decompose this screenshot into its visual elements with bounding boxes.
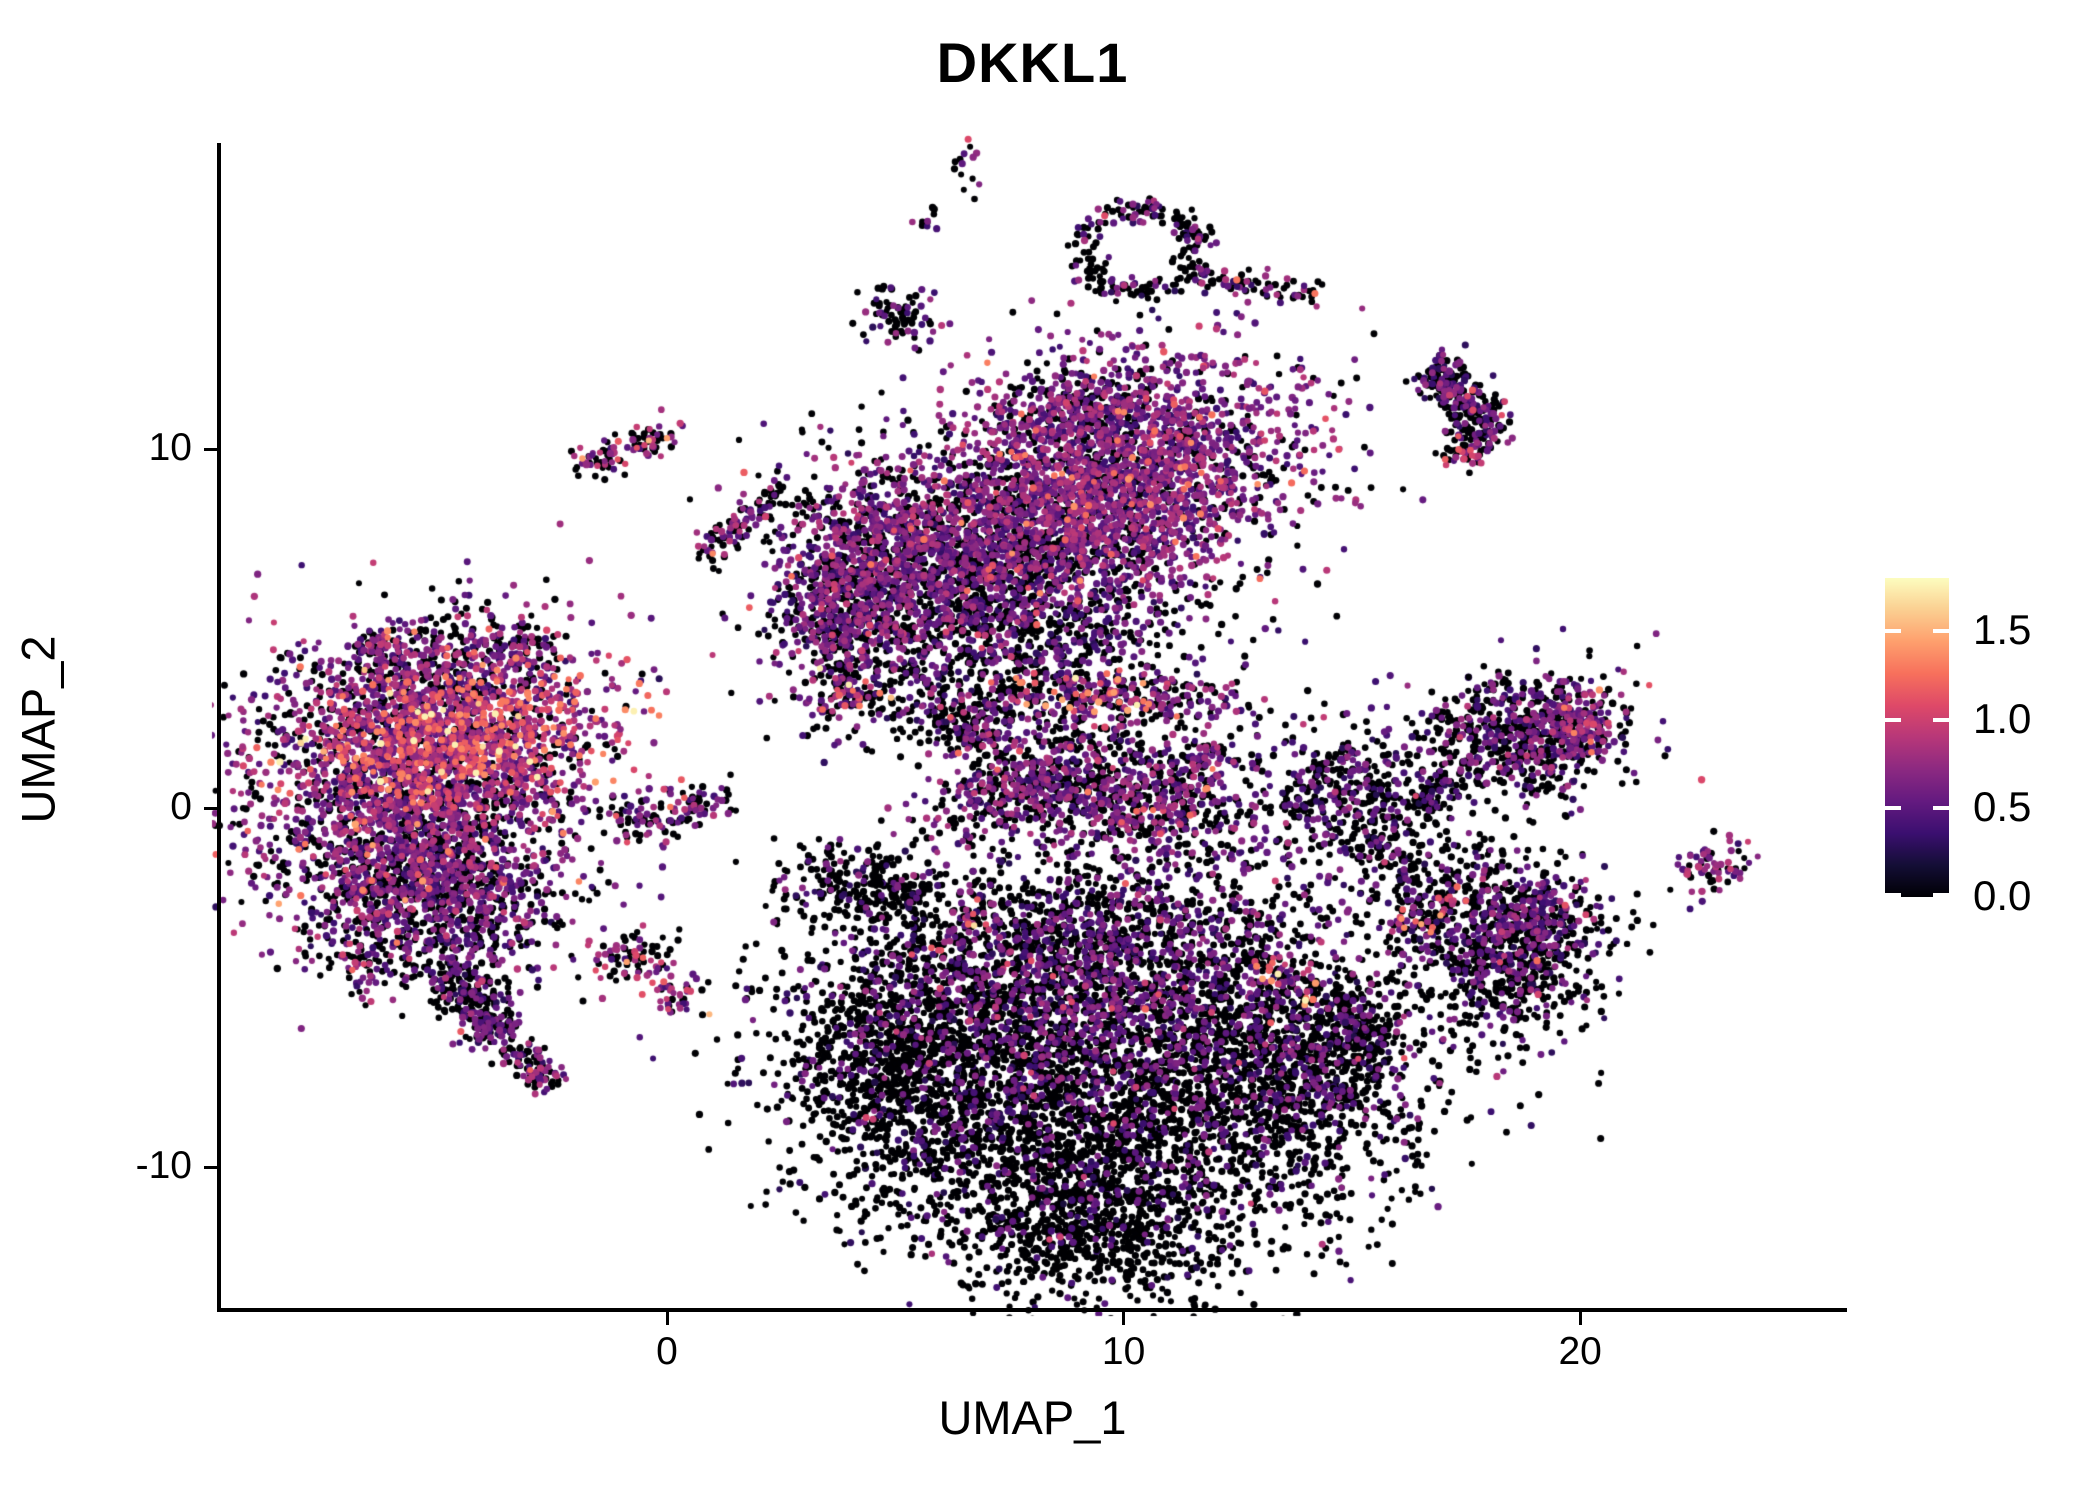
colorbar-tick-label: 1.5 bbox=[1973, 606, 2032, 654]
colorbar-tick-label: 1.0 bbox=[1973, 694, 2032, 742]
x-tick-label: 10 bbox=[1101, 1330, 1146, 1373]
colorbar-tick-label: 0.5 bbox=[1973, 783, 2032, 831]
y-tick-label: -10 bbox=[135, 1143, 192, 1187]
y-tick-label: 10 bbox=[148, 425, 192, 469]
y-axis-line bbox=[217, 143, 221, 1312]
x-axis-title: UMAP_1 bbox=[938, 1391, 1127, 1444]
colorbar-gradient bbox=[1885, 578, 1949, 897]
y-tick-mark bbox=[204, 807, 217, 811]
colorbar-tick-dash bbox=[1933, 629, 1949, 634]
y-tick-mark bbox=[204, 448, 217, 452]
x-tick-mark bbox=[1578, 1312, 1582, 1325]
y-tick-mark bbox=[204, 1166, 217, 1170]
colorbar-tick-dash bbox=[1933, 806, 1949, 811]
colorbar-tick-dash bbox=[1933, 717, 1949, 722]
x-tick-mark bbox=[665, 1312, 669, 1325]
colorbar-tick-dash bbox=[1885, 717, 1901, 722]
colorbar-tick-dash bbox=[1885, 629, 1901, 634]
colorbar-tick-dash bbox=[1933, 893, 1949, 897]
y-tick-label: 0 bbox=[170, 784, 192, 828]
colorbar-tick-dash bbox=[1885, 806, 1901, 811]
x-axis-line bbox=[217, 1308, 1847, 1312]
colorbar-tick-dash bbox=[1885, 893, 1901, 897]
colorbar-tick-label: 0.0 bbox=[1973, 872, 2032, 919]
x-tick-label: 0 bbox=[656, 1330, 678, 1373]
x-tick-label: 20 bbox=[1558, 1330, 1602, 1373]
x-tick-mark bbox=[1122, 1312, 1126, 1325]
y-axis-title: UMAP_2 bbox=[11, 635, 65, 824]
